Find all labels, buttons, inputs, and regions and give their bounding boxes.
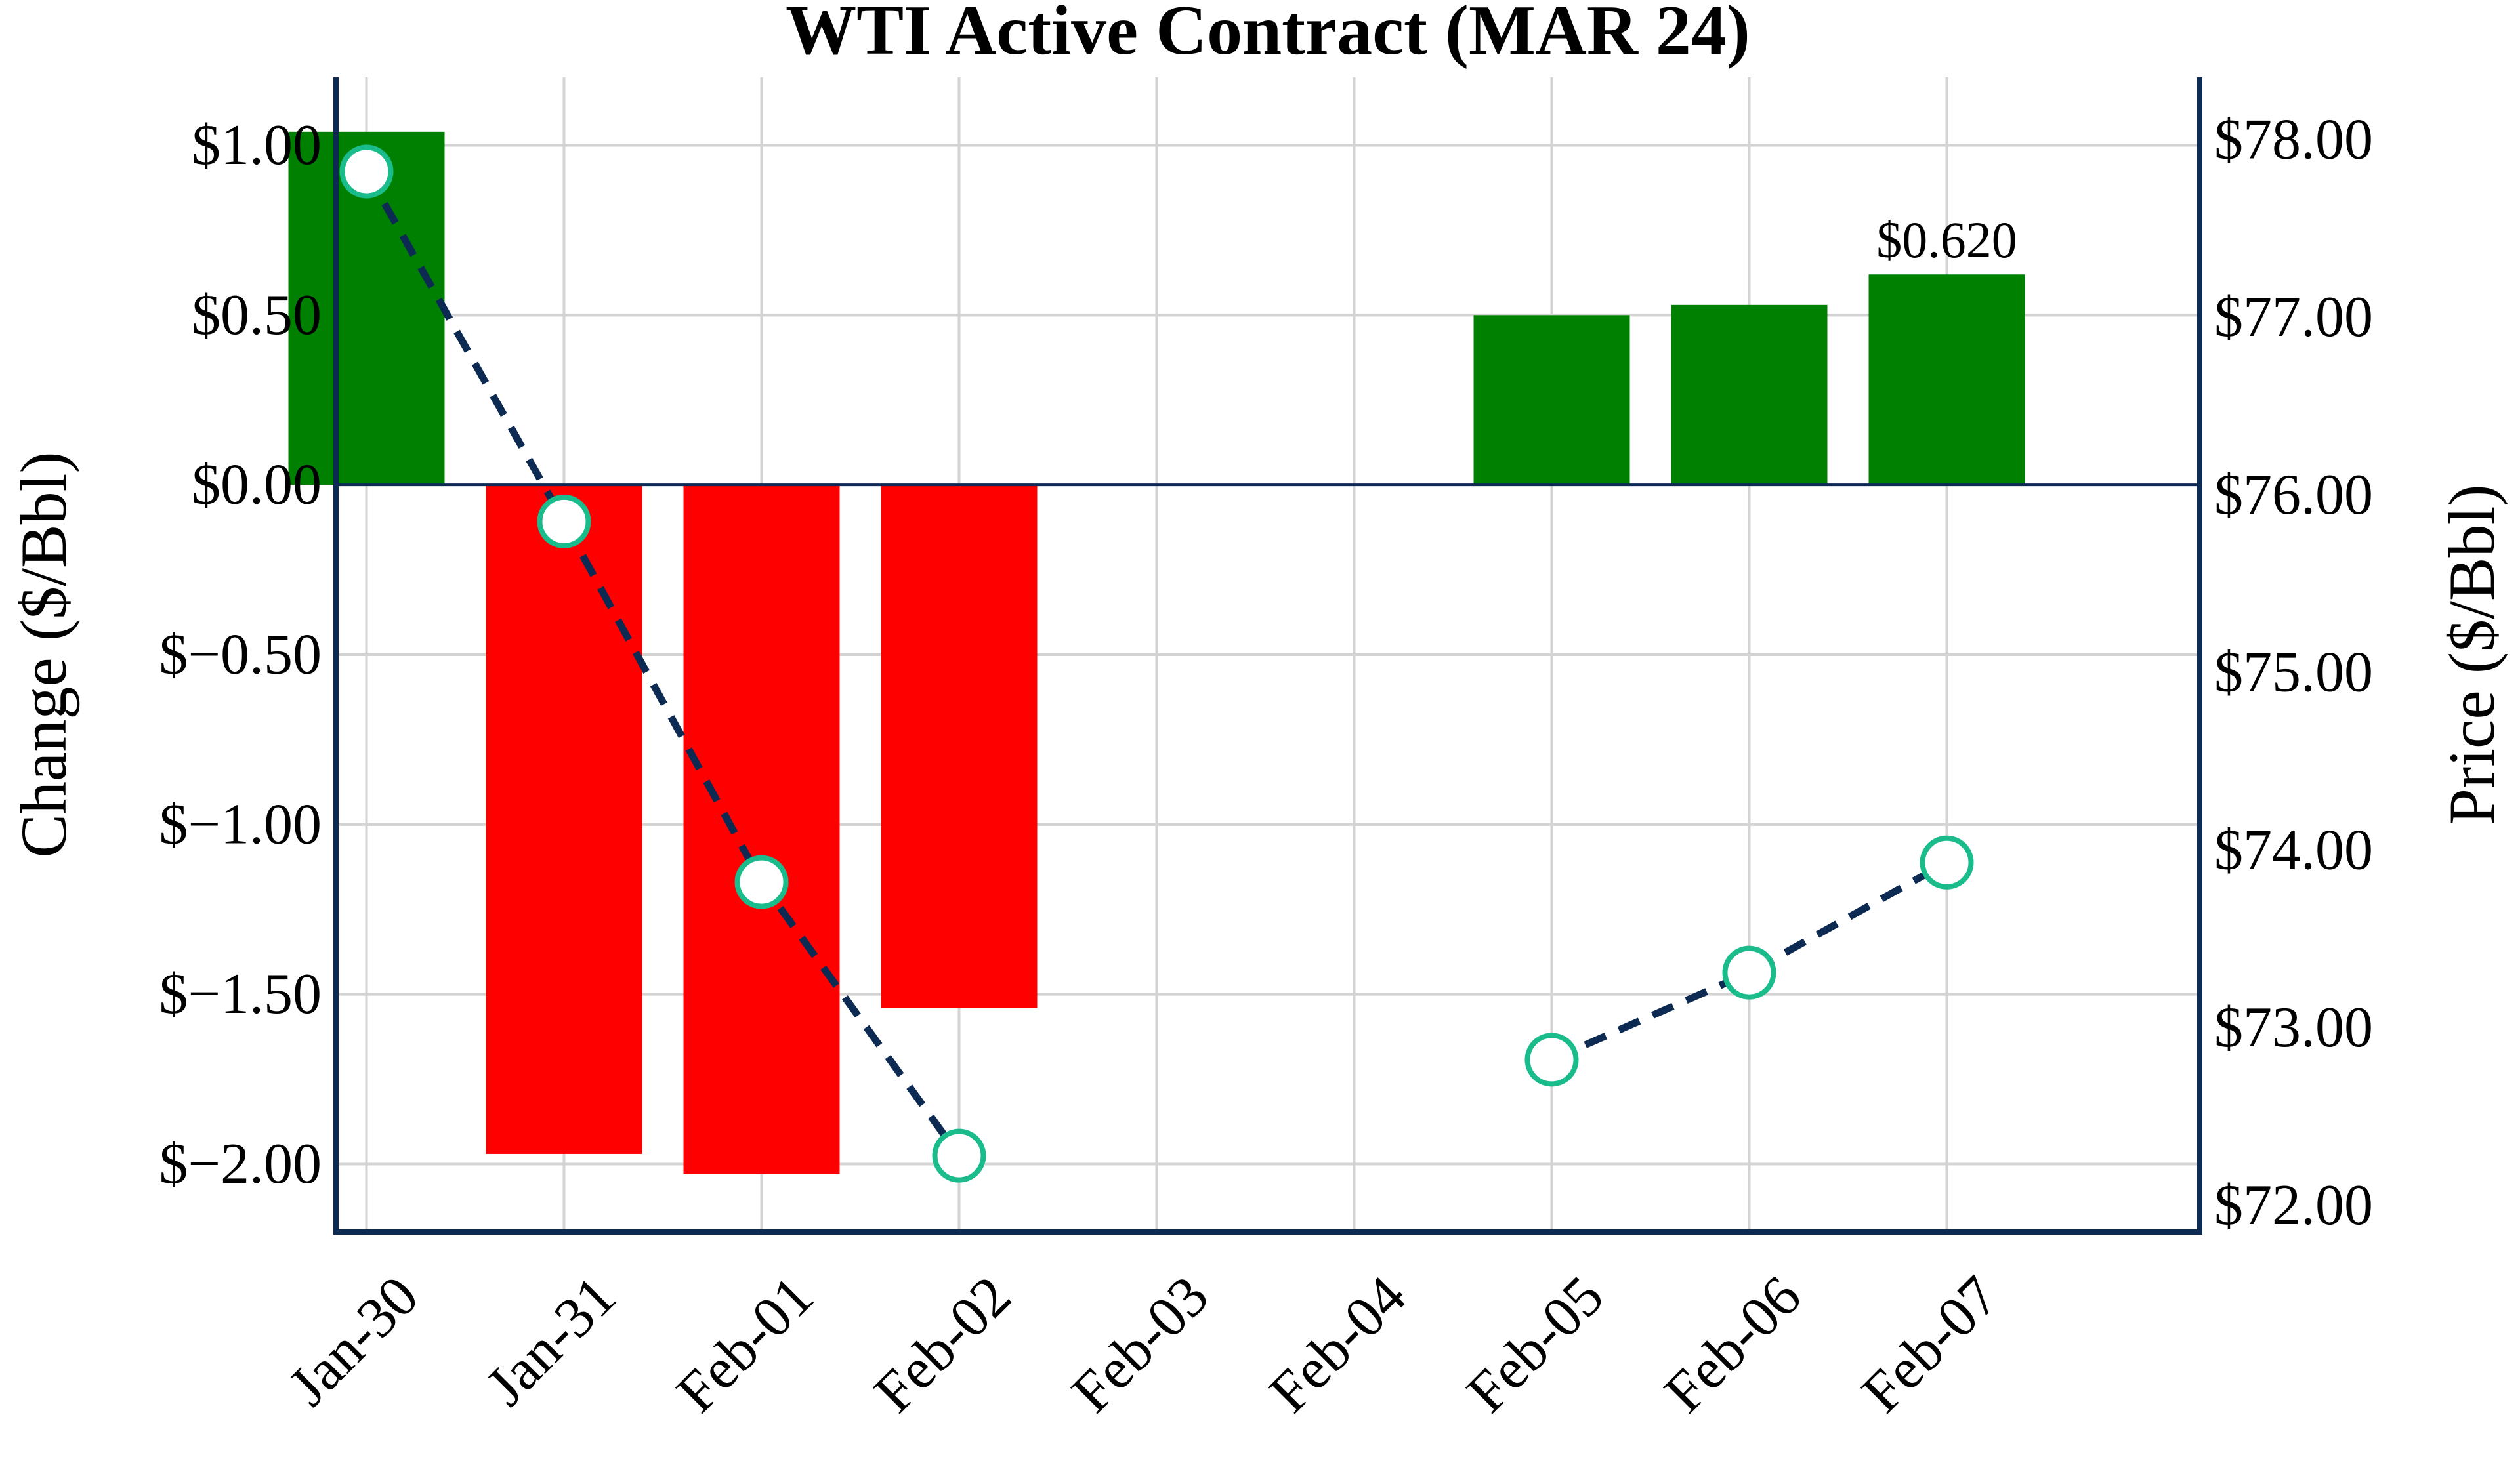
bar-Jan-31 <box>486 485 642 1154</box>
price-line-segment <box>363 169 962 1158</box>
axes <box>333 77 2202 1235</box>
right-tick-label: $75.00 <box>2214 641 2373 705</box>
right-tick-label: $72.00 <box>2214 1174 2373 1237</box>
x-tick-label: Feb-06 <box>1652 1264 1813 1425</box>
bar-Feb-05 <box>1473 315 1630 485</box>
price-markers <box>339 144 1974 1183</box>
left-tick-label: $1.00 <box>192 113 322 177</box>
price-marker-Feb-07 <box>1920 835 1974 890</box>
right-tick-label: $73.00 <box>2214 996 2373 1059</box>
x-tick-label: Feb-03 <box>1060 1264 1221 1425</box>
chart-title: WTI Active Contract (MAR 24) <box>786 0 1750 70</box>
x-tick-label: Feb-02 <box>862 1264 1023 1425</box>
x-tick-label: Feb-01 <box>665 1264 826 1425</box>
price-line-group <box>363 169 1949 1158</box>
right-tick-label: $74.00 <box>2214 818 2373 882</box>
price-marker-Feb-02 <box>932 1128 986 1183</box>
right-tick-label: $78.00 <box>2214 108 2373 171</box>
left-tick-label: $−1.50 <box>159 962 322 1026</box>
left-tick-label: $0.00 <box>192 453 322 517</box>
left-tick-label: $−2.00 <box>159 1132 322 1196</box>
right-axis-title: Price ($/Bbl) <box>2435 484 2508 825</box>
bar-Feb-06 <box>1671 304 1828 485</box>
x-tick-label: Jan-30 <box>277 1264 430 1418</box>
price-marker-Jan-31 <box>537 494 591 548</box>
x-tick-label: Jan-31 <box>474 1264 628 1418</box>
bar-value-annotation: $0.620 <box>1876 211 2017 268</box>
left-tick-label: $−0.50 <box>159 623 322 687</box>
price-marker-Feb-01 <box>734 855 789 909</box>
x-tick-label: Feb-07 <box>1850 1264 2011 1425</box>
price-marker-Jan-30 <box>339 144 394 199</box>
left-tick-label: $−1.00 <box>159 792 322 856</box>
price-marker-Feb-05 <box>1524 1033 1579 1087</box>
bar-Feb-02 <box>881 485 1038 1008</box>
price-marker-Feb-06 <box>1722 945 1776 1000</box>
left-axis-title: Change ($/Bbl) <box>7 451 80 857</box>
x-tick-label: Feb-05 <box>1455 1264 1616 1425</box>
x-tick-label: Feb-04 <box>1257 1264 1418 1425</box>
left-tick-label: $0.50 <box>192 283 322 347</box>
right-tick-label: $77.00 <box>2214 285 2373 349</box>
bar-Feb-01 <box>683 485 840 1174</box>
bar-Feb-07 <box>1868 274 2025 485</box>
change-bars <box>288 131 2025 1174</box>
right-tick-label: $76.00 <box>2214 463 2373 527</box>
